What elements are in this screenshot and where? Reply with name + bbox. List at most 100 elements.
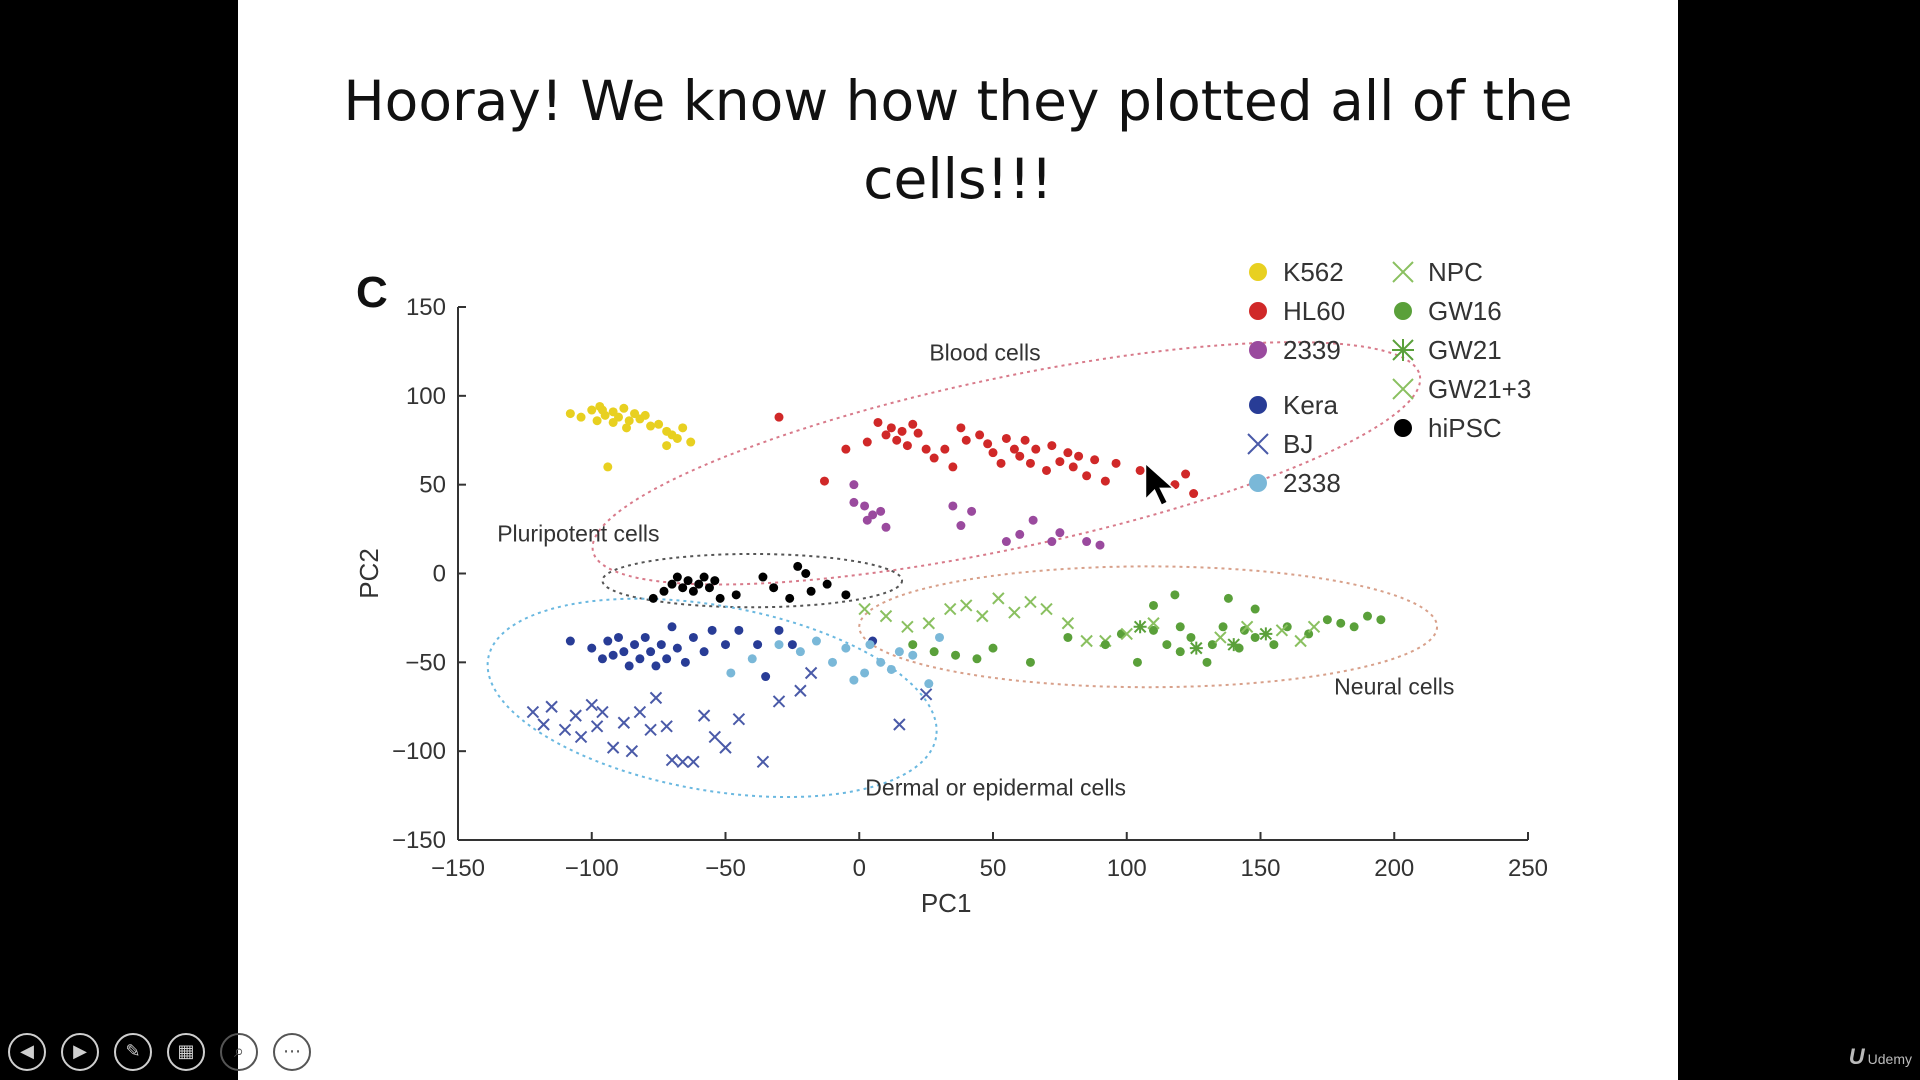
- data-point: [1363, 611, 1372, 621]
- data-point: [676, 755, 689, 769]
- legend-label: 2338: [1283, 468, 1341, 498]
- data-point: [606, 741, 620, 754]
- y-tick-label: −150: [392, 827, 446, 854]
- data-point: [1090, 455, 1100, 465]
- y-tick-label: 50: [419, 472, 446, 499]
- data-point: [1218, 622, 1228, 632]
- data-point: [1001, 433, 1011, 443]
- see-all-slides-button[interactable]: ▦: [167, 1033, 205, 1071]
- data-point: [660, 720, 673, 733]
- legend-marker: [1392, 378, 1414, 400]
- data-point: [1250, 604, 1260, 614]
- legend-label: HL60: [1283, 296, 1345, 326]
- x-tick-label: 150: [1240, 855, 1280, 882]
- data-point: [1031, 444, 1041, 454]
- data-point: [590, 720, 604, 733]
- data-point: [545, 700, 558, 713]
- slide: Hooray! We know how they plotted all of …: [238, 0, 1678, 1080]
- data-point: [732, 712, 746, 726]
- data-point: [948, 501, 958, 511]
- data-point: [1186, 632, 1196, 642]
- data-point: [1055, 528, 1065, 538]
- series-gw21-3: [1080, 617, 1321, 648]
- watermark-text: Udemy: [1867, 1051, 1912, 1067]
- data-point: [1015, 529, 1025, 539]
- data-point: [1001, 537, 1011, 547]
- data-point: [734, 625, 744, 635]
- data-point: [672, 643, 682, 653]
- data-point: [804, 666, 818, 680]
- data-point: [772, 695, 786, 708]
- data-point: [565, 409, 575, 419]
- legend-label: GW16: [1428, 296, 1502, 326]
- data-point: [1100, 476, 1110, 486]
- data-point: [721, 640, 730, 650]
- data-point: [592, 416, 602, 426]
- data-point: [635, 654, 645, 664]
- pca-scatter-chart: −150 −100 −50 0 50 100 150 200 250 −150 −100 −50 0 50…: [354, 257, 1548, 918]
- data-point: [672, 433, 682, 443]
- series-2338: [726, 632, 944, 689]
- legend-item: BJ: [1247, 429, 1313, 459]
- data-point: [1227, 638, 1241, 652]
- data-point: [597, 405, 607, 415]
- data-point: [1047, 441, 1057, 451]
- data-point: [624, 416, 634, 426]
- data-point: [922, 617, 936, 630]
- data-point: [902, 441, 912, 451]
- data-point: [876, 506, 886, 516]
- data-point: [758, 572, 768, 582]
- data-point: [1307, 620, 1321, 634]
- data-point: [793, 561, 803, 571]
- data-point: [948, 462, 958, 472]
- data-point: [849, 497, 859, 507]
- x-tick-label: −150: [431, 855, 485, 882]
- legend-item: NPC: [1392, 257, 1483, 287]
- data-point: [860, 668, 870, 678]
- data-point: [644, 723, 657, 737]
- cluster-label: Neural cells: [1334, 673, 1454, 699]
- data-point: [761, 672, 771, 682]
- data-point: [753, 640, 763, 650]
- previous-slide-button[interactable]: ◀: [8, 1033, 46, 1071]
- data-point: [625, 744, 639, 758]
- data-point: [894, 647, 904, 657]
- y-tick-label: −100: [392, 738, 446, 765]
- data-point: [656, 640, 666, 650]
- zoom-button[interactable]: ⌕: [220, 1033, 258, 1071]
- data-point: [646, 647, 656, 657]
- legend-item: GW16: [1394, 296, 1502, 326]
- x-tick-label: 50: [980, 855, 1007, 882]
- legend-label: hiPSC: [1428, 413, 1502, 443]
- data-point: [785, 593, 795, 603]
- data-point: [1223, 593, 1233, 603]
- data-point: [956, 521, 966, 531]
- data-point: [526, 705, 540, 719]
- data-point: [688, 586, 698, 596]
- data-point: [649, 691, 663, 705]
- data-point: [862, 515, 872, 525]
- data-point: [951, 650, 961, 660]
- data-point: [633, 705, 647, 719]
- data-point: [597, 654, 607, 664]
- data-point: [819, 476, 829, 486]
- legend-marker: [1394, 419, 1412, 437]
- data-point: [1061, 617, 1075, 630]
- data-point: [841, 590, 851, 600]
- data-point: [1082, 471, 1092, 481]
- data-point: [1282, 622, 1292, 632]
- series-hipsc: [648, 561, 851, 603]
- data-point: [1147, 617, 1160, 630]
- data-point: [774, 640, 784, 650]
- data-point: [662, 654, 672, 664]
- data-point: [881, 522, 891, 532]
- next-slide-button[interactable]: ▶: [61, 1033, 99, 1071]
- data-point: [956, 423, 966, 433]
- more-options-button[interactable]: ⋯: [273, 1033, 311, 1071]
- udemy-logo-icon: U: [1848, 1044, 1865, 1069]
- data-point: [1259, 627, 1273, 641]
- data-point: [585, 698, 598, 712]
- pen-tool-button[interactable]: ✎: [114, 1033, 152, 1071]
- legend-marker: [1247, 433, 1269, 455]
- data-point: [1294, 634, 1307, 648]
